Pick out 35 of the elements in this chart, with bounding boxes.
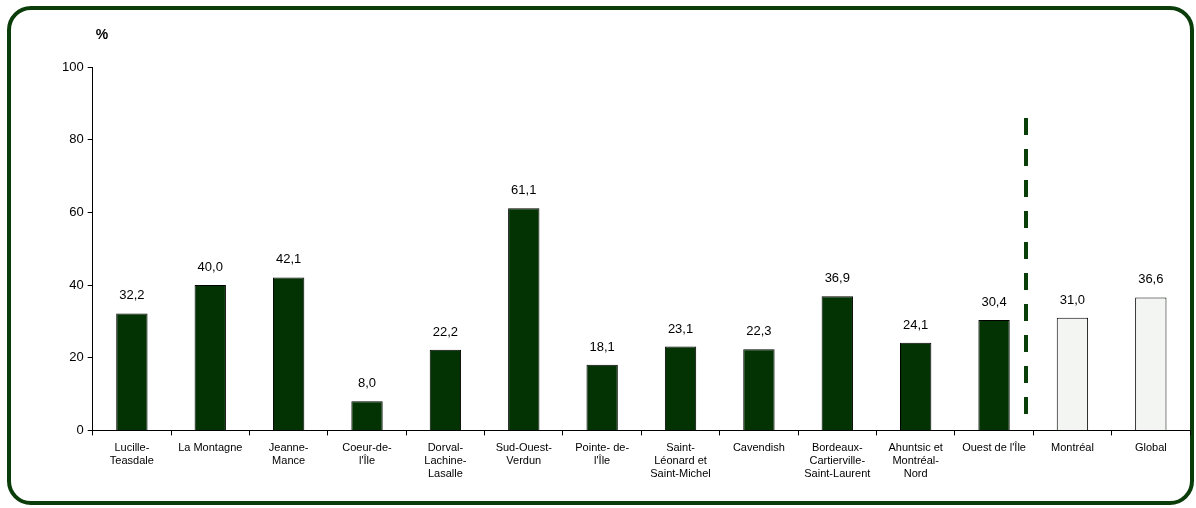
data-label: 18,1: [589, 338, 615, 354]
data-label: 22,3: [746, 323, 772, 339]
x-tick-label: Saint- Léonard et Saint-Michel: [650, 441, 711, 480]
data-label: 30,4: [981, 294, 1007, 309]
x-tick-label: Lucille- Teasdale: [109, 441, 154, 467]
x-tick-label: La Montagne: [178, 441, 243, 454]
data-label: 32,2: [119, 287, 145, 303]
x-tick-label: Ouest de l'Île: [962, 441, 1026, 454]
x-tick-label: Coeur-de- l'Île: [342, 441, 393, 467]
data-label: 31,0: [1059, 291, 1086, 307]
x-tick-label: Montréal: [1051, 441, 1094, 454]
data-label: 36,6: [1138, 271, 1164, 287]
x-tick-label: Pointe- de- l'Île: [575, 441, 630, 467]
y-tick-label: 40: [69, 276, 84, 292]
y-tick-label: 0: [76, 421, 84, 437]
x-tick-label: Sud-Ouest- Verdun: [495, 441, 553, 467]
y-tick-label: 80: [69, 131, 84, 147]
y-tick-label: 60: [69, 203, 84, 219]
y-axis-title: %: [95, 25, 109, 42]
data-label: 61,1: [511, 182, 537, 198]
data-label: 36,9: [824, 270, 850, 286]
x-tick-label: Jeanne- Mance: [268, 441, 309, 467]
data-label: 8,0: [357, 375, 377, 391]
data-label: 40,0: [197, 259, 223, 275]
data-label: 42,1: [275, 251, 302, 267]
data-label: 22,2: [432, 323, 459, 339]
x-tick-label: Cavendish: [732, 441, 785, 454]
y-tick-label: 100: [61, 58, 84, 74]
x-tick-label: Global: [1134, 441, 1167, 454]
data-label: 24,1: [903, 316, 929, 332]
x-tick-label: Dorval- Lachine- Lasalle: [424, 441, 467, 480]
y-tick-label: 20: [69, 349, 84, 365]
x-tick-label: Bordeaux- Cartierville- Saint-Laurent: [804, 441, 871, 480]
data-label: 23,1: [667, 320, 694, 336]
x-tick-label: Ahuntsic et Montréal- Nord: [888, 441, 943, 480]
